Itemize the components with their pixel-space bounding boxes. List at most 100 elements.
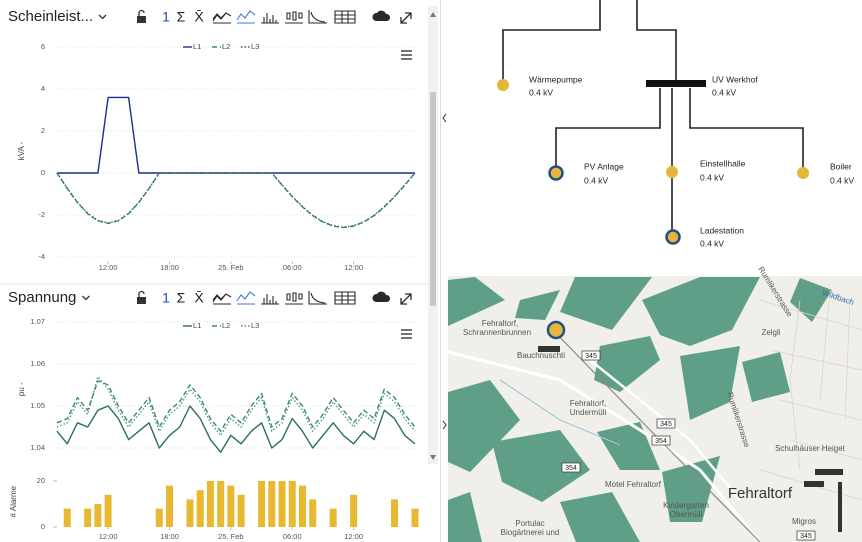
network-diagram (502, 0, 804, 230)
collapse-toggle[interactable] (442, 113, 447, 123)
toolbar-button[interactable]: Σ (177, 9, 186, 25)
lock-shackle[interactable] (138, 9, 145, 16)
download-button[interactable] (372, 10, 391, 21)
bar (186, 499, 194, 527)
y-axis-label: pu - (17, 382, 26, 396)
bar (268, 481, 276, 527)
bar (350, 494, 358, 527)
lock-shackle[interactable] (138, 290, 145, 298)
table-button[interactable] (334, 291, 356, 305)
expand-button[interactable] (400, 12, 412, 24)
y-tick-label: 4 (41, 84, 45, 93)
scrollbar-thumb[interactable] (430, 92, 436, 306)
building (804, 481, 824, 487)
building (538, 346, 560, 352)
toolbar-button[interactable]: Σ (177, 290, 186, 306)
node-label: Einstellhalle (700, 158, 746, 168)
area-chart-button[interactable] (236, 291, 256, 305)
node[interactable] (548, 165, 564, 181)
lock-icon[interactable] (137, 297, 146, 304)
connector (502, 0, 601, 80)
place-label: Fehraltorf, (570, 399, 606, 408)
bar (227, 485, 235, 527)
node[interactable] (497, 79, 509, 91)
scroll-down[interactable] (430, 455, 436, 460)
dropdown-chevron[interactable] (81, 295, 90, 301)
legend-label: L2 (222, 321, 230, 330)
x-tick-label: 12:00 (344, 263, 363, 272)
y-tick-label: -2 (38, 210, 45, 219)
legend-label: L1 (193, 42, 201, 51)
lock-icon[interactable] (137, 16, 146, 23)
line-chart-button[interactable] (212, 12, 232, 24)
toolbar-button[interactable]: 1 (162, 290, 170, 306)
bar (94, 504, 102, 527)
node[interactable] (665, 229, 681, 245)
series-line (56, 405, 416, 453)
node[interactable] (797, 167, 809, 179)
node-voltage: 0.4 kV (700, 238, 724, 248)
x-tick-label: 18:00 (160, 263, 179, 272)
y-tick-label: 1.04 (30, 443, 45, 452)
menu-button[interactable] (401, 50, 412, 60)
boxplot-button[interactable] (285, 292, 303, 305)
map[interactable]: Fehraltorf, Schrannenbrunnen Bauchnuscht… (447, 265, 862, 542)
expand-toggle[interactable] (442, 420, 447, 430)
bar (237, 494, 245, 527)
busbar[interactable] (646, 80, 706, 87)
y-tick-label: 0 (41, 168, 45, 177)
area-chart-button[interactable] (236, 10, 256, 24)
scroll-up[interactable] (430, 12, 436, 17)
map-pin[interactable] (546, 320, 566, 340)
x-tick-label: 06:00 (283, 263, 302, 272)
dropdown-chevron[interactable] (98, 14, 107, 20)
x-tick-label: 12:00 (344, 532, 363, 541)
road-number: 354 (565, 465, 577, 472)
download-button[interactable] (372, 291, 391, 302)
x-tick-label: 25. Feb (218, 532, 243, 541)
road-shield: 345 (796, 530, 816, 541)
node[interactable] (666, 166, 678, 178)
y-tick-label: 2 (41, 126, 45, 135)
series-line (56, 375, 416, 437)
map-fields (448, 277, 832, 542)
bar (391, 499, 399, 527)
table-button[interactable] (334, 10, 356, 24)
bar-chart-button[interactable] (261, 13, 279, 24)
road-shield: 354 (651, 435, 671, 446)
duration-curve-button[interactable] (308, 10, 327, 24)
bar (411, 508, 419, 527)
connector (689, 88, 804, 168)
place-label: Fehraltorf, (482, 319, 518, 328)
place-label: Schrannenbrunnen (463, 328, 531, 337)
toolbar-button[interactable]: 1 (162, 9, 170, 25)
map-streets (759, 289, 862, 501)
node-label: Boiler (830, 161, 852, 171)
place-label: Kindergarten (663, 501, 709, 510)
y-tick-label: -4 (38, 252, 45, 261)
duration-curve-button[interactable] (308, 291, 327, 305)
node-voltage: 0.4 kV (700, 172, 724, 182)
node-voltage: 0.4 kV (712, 87, 736, 97)
node-label: PV Anlage (584, 161, 624, 171)
river (499, 379, 621, 446)
building (815, 469, 843, 475)
road-number: 345 (800, 533, 812, 540)
node-voltage: 0.4 kV (830, 175, 854, 185)
x-tick-label: 25. Feb (218, 263, 243, 272)
place-label: Zelgli (761, 328, 780, 337)
y-tick-label: 1.06 (30, 359, 45, 368)
expand-button[interactable] (400, 293, 412, 305)
menu-button[interactable] (401, 329, 412, 339)
series-line (56, 380, 416, 432)
place-label: Obermüli (670, 510, 703, 519)
road-number: 345 (660, 421, 672, 428)
line-chart-button[interactable] (212, 293, 232, 305)
toolbar-button[interactable]: X̄ (194, 290, 204, 306)
node-label: UV Werkhof (712, 74, 758, 84)
boxplot-button[interactable] (285, 11, 303, 24)
toolbar-button[interactable]: X̄ (194, 9, 204, 25)
bar-chart-button[interactable] (261, 294, 279, 305)
chart-type-buttons (212, 291, 356, 305)
